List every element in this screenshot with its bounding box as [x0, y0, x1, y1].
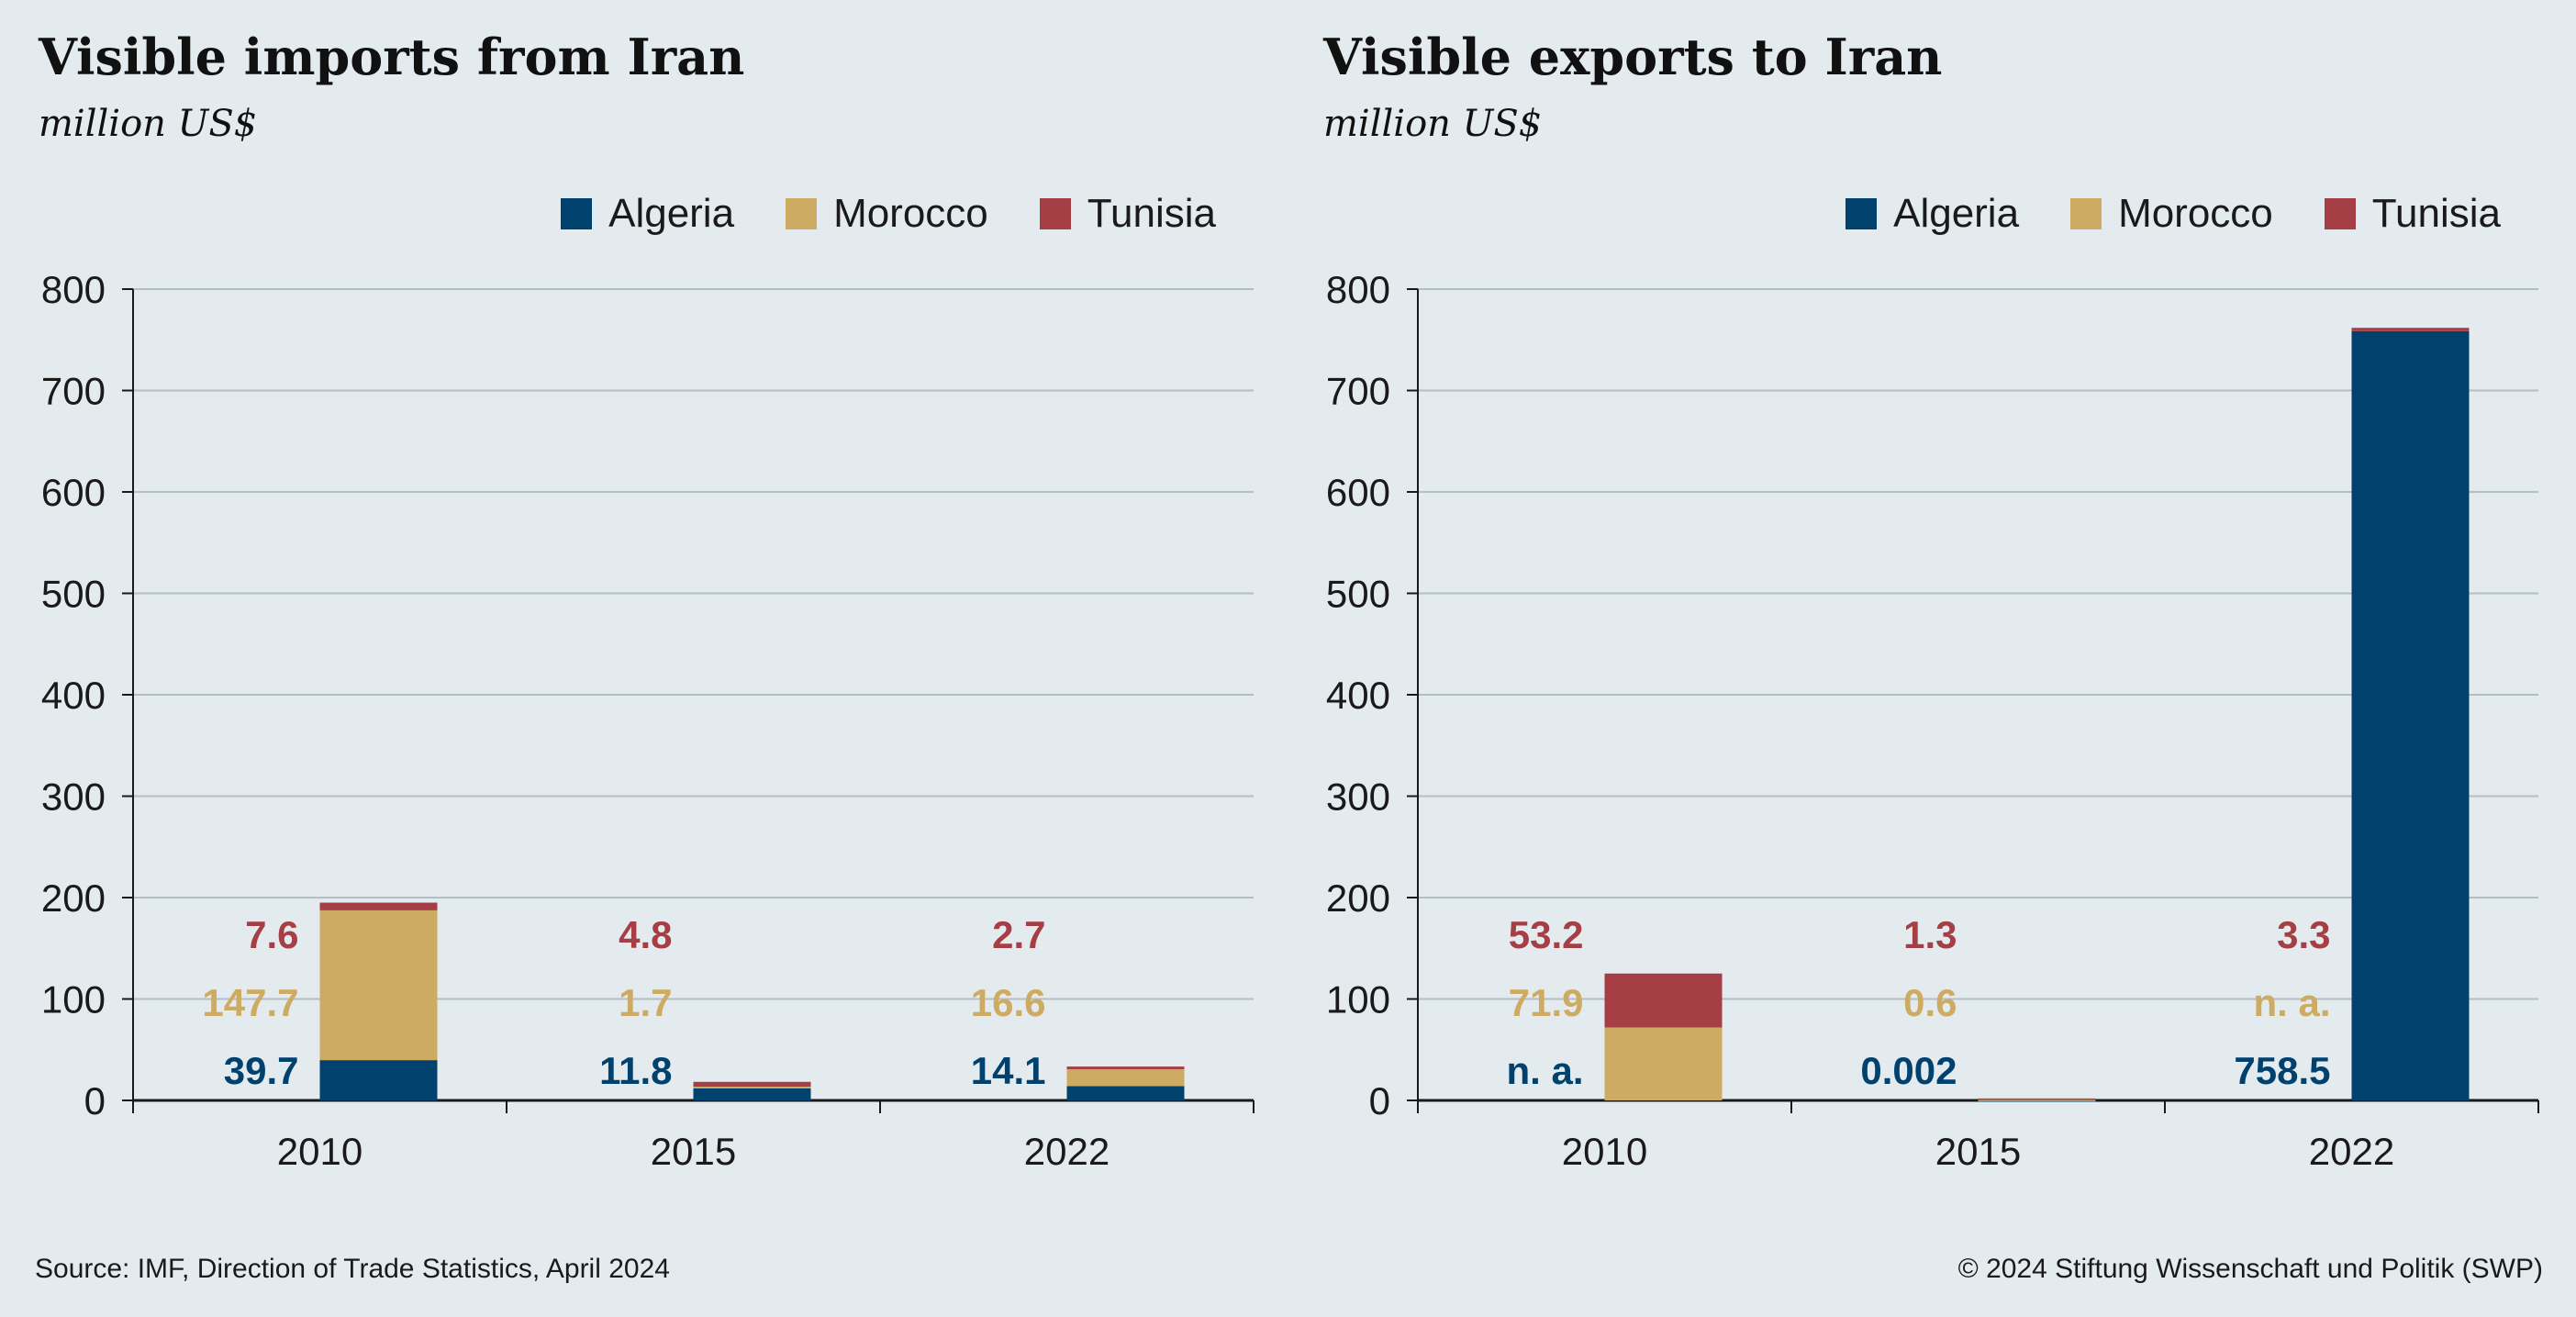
data-label-tunisia: 7.6	[245, 913, 298, 956]
y-tick-label: 600	[41, 471, 106, 514]
chart-subtitle: million US$	[39, 103, 258, 145]
bar-segment-algeria	[1066, 1086, 1185, 1100]
legend-label-morocco: Morocco	[833, 191, 988, 236]
legend-item-algeria: Algeria	[561, 191, 734, 237]
bar-segment-tunisia	[1978, 1098, 2096, 1100]
legend-item-morocco: Morocco	[2070, 191, 2273, 237]
y-tick-label: 500	[1326, 573, 1390, 616]
y-tick-label: 700	[41, 370, 106, 413]
chart-legend: Algeria Morocco Tunisia	[0, 191, 1216, 237]
y-tick-label: 700	[1326, 370, 1390, 413]
legend-item-morocco: Morocco	[786, 191, 988, 237]
copyright-note: © 2024 Stiftung Wissenschaft und Politik…	[1957, 1254, 2543, 1284]
y-tick-label: 300	[1326, 776, 1390, 819]
imports-chart-panel: Visible imports from Iran million US$ Al…	[0, 0, 1285, 1193]
chart-subtitle: million US$	[1323, 103, 1543, 145]
y-tick-label: 0	[1369, 1079, 1390, 1122]
legend-swatch-tunisia	[1039, 198, 1071, 229]
exports-bar-chart: 0 100 200 300 400 500 600 700 800 2010 n. a. 71.9 53…	[1326, 268, 2539, 1173]
legend-swatch-tunisia	[2324, 198, 2356, 229]
bar-segment-algeria	[693, 1088, 811, 1100]
data-label-algeria: 39.7	[224, 1049, 299, 1092]
data-label-tunisia: 1.3	[1903, 913, 1957, 956]
data-label-morocco: 71.9	[1509, 981, 1584, 1024]
data-label-algeria: 14.1	[971, 1049, 1046, 1092]
y-tick-label: 500	[41, 573, 106, 616]
data-label-morocco: n. a.	[2253, 981, 2330, 1024]
data-label-tunisia: 4.8	[619, 913, 672, 956]
legend-label-tunisia: Tunisia	[2371, 191, 2501, 236]
bar-segment-morocco	[693, 1087, 811, 1088]
legend-label-algeria: Algeria	[608, 191, 735, 236]
y-tick-label: 200	[1326, 876, 1390, 920]
y-tick-label: 800	[1326, 268, 1390, 311]
bar-segment-tunisia	[2351, 328, 2470, 331]
bar-segment-morocco	[1978, 1099, 2096, 1101]
data-label-algeria: 0.002	[1860, 1049, 1957, 1092]
bar-segment-tunisia	[1604, 973, 1723, 1028]
data-label-tunisia: 3.3	[2277, 913, 2330, 956]
x-tick-label: 2022	[1024, 1130, 1110, 1173]
legend-item-tunisia: Tunisia	[1039, 191, 1216, 237]
imports-bar-chart: 0 100 200 300 400 500 600 700 800 2010 39.7 147.7 7.…	[41, 268, 1255, 1173]
data-label-morocco: 16.6	[971, 981, 1046, 1024]
data-label-algeria: 11.8	[599, 1049, 672, 1092]
data-label-morocco: 0.6	[1903, 981, 1957, 1024]
legend-item-tunisia: Tunisia	[2324, 191, 2501, 237]
x-tick-label: 2015	[1935, 1130, 2021, 1173]
legend-item-algeria: Algeria	[1846, 191, 2019, 237]
legend-label-algeria: Algeria	[1893, 191, 2020, 236]
chart-title: Visible exports to Iran	[1323, 28, 1943, 86]
exports-chart-panel: Visible exports to Iran million US$ Alge…	[1285, 0, 2570, 1193]
y-tick-label: 100	[1326, 978, 1390, 1021]
y-tick-label: 0	[84, 1079, 106, 1122]
source-note: Source: IMF, Direction of Trade Statisti…	[35, 1254, 670, 1284]
y-tick-label: 200	[41, 876, 106, 920]
y-tick-label: 800	[41, 268, 106, 311]
legend-swatch-algeria	[1846, 198, 1878, 229]
data-label-algeria: 758.5	[2234, 1049, 2330, 1092]
y-tick-label: 600	[1326, 471, 1390, 514]
bar-segment-tunisia	[319, 902, 438, 910]
x-tick-label: 2010	[277, 1130, 362, 1173]
y-tick-label: 100	[41, 978, 106, 1021]
bar-segment-morocco	[319, 910, 438, 1061]
legend-swatch-morocco	[786, 198, 818, 229]
x-tick-label: 2022	[2309, 1130, 2394, 1173]
data-label-morocco: 1.7	[619, 981, 672, 1024]
x-tick-label: 2015	[651, 1130, 736, 1173]
legend-label-morocco: Morocco	[2118, 191, 2273, 236]
legend-swatch-morocco	[2070, 198, 2102, 229]
x-tick-label: 2010	[1562, 1130, 1647, 1173]
legend-label-tunisia: Tunisia	[1087, 191, 1216, 236]
bar-segment-algeria	[319, 1060, 438, 1100]
y-tick-label: 400	[1326, 674, 1390, 717]
bar-segment-algeria	[2351, 330, 2470, 1100]
bar-segment-tunisia	[1066, 1066, 1185, 1070]
legend-swatch-algeria	[561, 198, 593, 229]
y-tick-label: 400	[41, 674, 106, 717]
bar-segment-tunisia	[693, 1081, 811, 1088]
y-tick-label: 300	[41, 776, 106, 819]
chart-title: Visible imports from Iran	[39, 28, 745, 86]
data-label-algeria: n. a.	[1506, 1049, 1583, 1092]
data-label-morocco: 147.7	[202, 981, 298, 1024]
chart-legend: Algeria Morocco Tunisia	[1285, 191, 2501, 237]
bar-segment-morocco	[1604, 1027, 1723, 1100]
data-label-tunisia: 53.2	[1509, 913, 1584, 956]
data-label-tunisia: 2.7	[992, 913, 1045, 956]
bar-segment-morocco	[1066, 1069, 1185, 1087]
